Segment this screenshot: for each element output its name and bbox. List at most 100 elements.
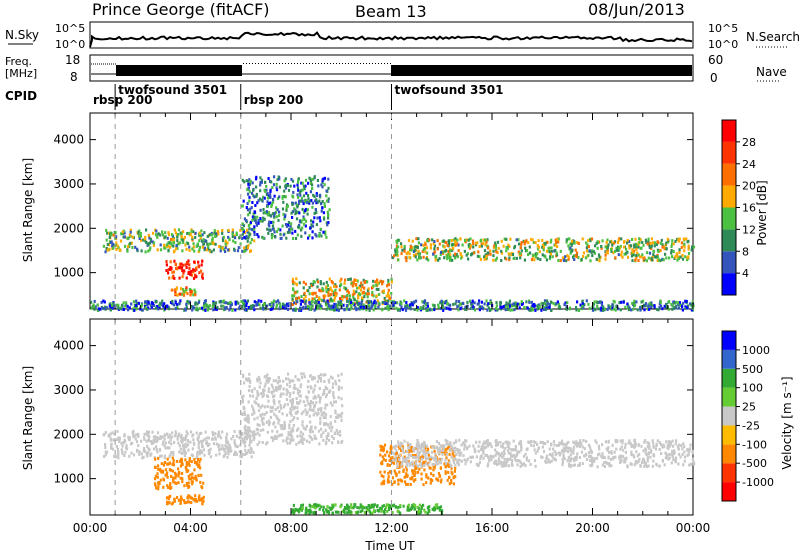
echo-cell (234, 442, 237, 446)
echo-cell (456, 450, 459, 454)
echo-cell (350, 281, 353, 285)
echo-cell (175, 459, 178, 463)
echo-cell (416, 470, 420, 474)
echo-cell (271, 395, 275, 399)
echo-cell (241, 222, 244, 226)
echo-cell (235, 434, 238, 438)
echo-cell (150, 440, 153, 444)
echo-cell (266, 373, 269, 377)
echo-cell (389, 504, 392, 508)
echo-cell (647, 452, 650, 456)
echo-cell (271, 233, 274, 237)
echo-cell (301, 420, 304, 424)
echo-cell (202, 481, 205, 485)
echo-cell (234, 236, 237, 240)
echo-cell (363, 506, 366, 510)
echo-cell (298, 220, 302, 224)
echo-cell (311, 201, 314, 205)
echo-cell (319, 379, 323, 383)
echo-cell (306, 385, 309, 389)
echo-cell (212, 442, 216, 446)
echo-cell (661, 245, 664, 249)
echo-cell (478, 440, 481, 444)
echo-cell (627, 308, 630, 312)
echo-cell (340, 303, 343, 307)
echo-cell (311, 401, 314, 405)
echo-cell (139, 234, 142, 238)
echo-cell (286, 184, 289, 188)
echo-cell (184, 466, 187, 469)
echo-cell (177, 432, 181, 436)
echo-cell (167, 271, 170, 275)
echo-cell (577, 242, 580, 245)
echo-cell (306, 396, 309, 400)
echo-cell (142, 455, 145, 459)
echo-cell (380, 448, 383, 452)
echo-cell (386, 302, 389, 306)
echo-cell (443, 256, 446, 260)
echo-cell (165, 269, 168, 272)
echo-cell (690, 248, 693, 252)
echo-cell (494, 248, 497, 252)
echo-cell (270, 301, 273, 305)
echo-cell (572, 440, 575, 444)
echo-cell (391, 256, 395, 260)
echo-cell (671, 304, 674, 308)
echo-cell (387, 508, 391, 512)
echo-cell (161, 435, 164, 439)
echo-cell (341, 404, 344, 408)
echo-cell (247, 187, 250, 191)
echo-cell (279, 384, 282, 388)
echo-cell (360, 505, 363, 509)
echo-cell (304, 427, 307, 431)
echo-cell (636, 454, 639, 458)
echo-cell (601, 308, 605, 312)
echo-cell (179, 265, 182, 269)
echo-cell (177, 498, 180, 502)
echo-cell (263, 388, 266, 392)
echo-cell (309, 180, 313, 183)
echo-cell (102, 299, 105, 303)
echo-cell (331, 376, 334, 380)
echo-cell (400, 252, 403, 256)
echo-cell (433, 250, 437, 254)
echo-cell (426, 301, 429, 305)
echo-cell (507, 464, 510, 468)
echo-cell (503, 452, 506, 456)
echo-cell (277, 299, 280, 303)
echo-cell (565, 240, 568, 244)
echo-cell (194, 236, 197, 239)
echo-cell (254, 204, 257, 207)
echo-cell (375, 294, 378, 298)
echo-cell (601, 456, 604, 460)
echo-cell (380, 482, 383, 486)
echo-cell (282, 212, 285, 216)
echo-cell (295, 217, 299, 221)
echo-cell (533, 448, 536, 452)
echo-cell (233, 247, 236, 251)
echo-cell (510, 454, 513, 458)
echo-cell (607, 462, 611, 466)
echo-cell (490, 307, 493, 311)
echo-cell (520, 300, 523, 304)
echo-cell (211, 238, 214, 242)
echo-cell (257, 299, 260, 303)
echo-cell (438, 508, 441, 512)
echo-cell (547, 246, 550, 250)
echo-cell (198, 494, 201, 498)
echo-cell (256, 431, 259, 435)
echo-cell (242, 299, 245, 303)
echo-cell (356, 279, 359, 283)
echo-cell (672, 452, 675, 456)
echo-cell (265, 420, 268, 424)
echo-cell (247, 182, 250, 186)
echo-cell (179, 299, 182, 303)
echo-cell (246, 188, 249, 192)
echo-cell (505, 237, 508, 241)
echo-cell (355, 308, 358, 312)
echo-cell (382, 475, 385, 479)
echo-cell (483, 249, 487, 253)
echo-cell (359, 305, 362, 309)
echo-cell (376, 281, 379, 285)
echo-cell (447, 443, 450, 446)
